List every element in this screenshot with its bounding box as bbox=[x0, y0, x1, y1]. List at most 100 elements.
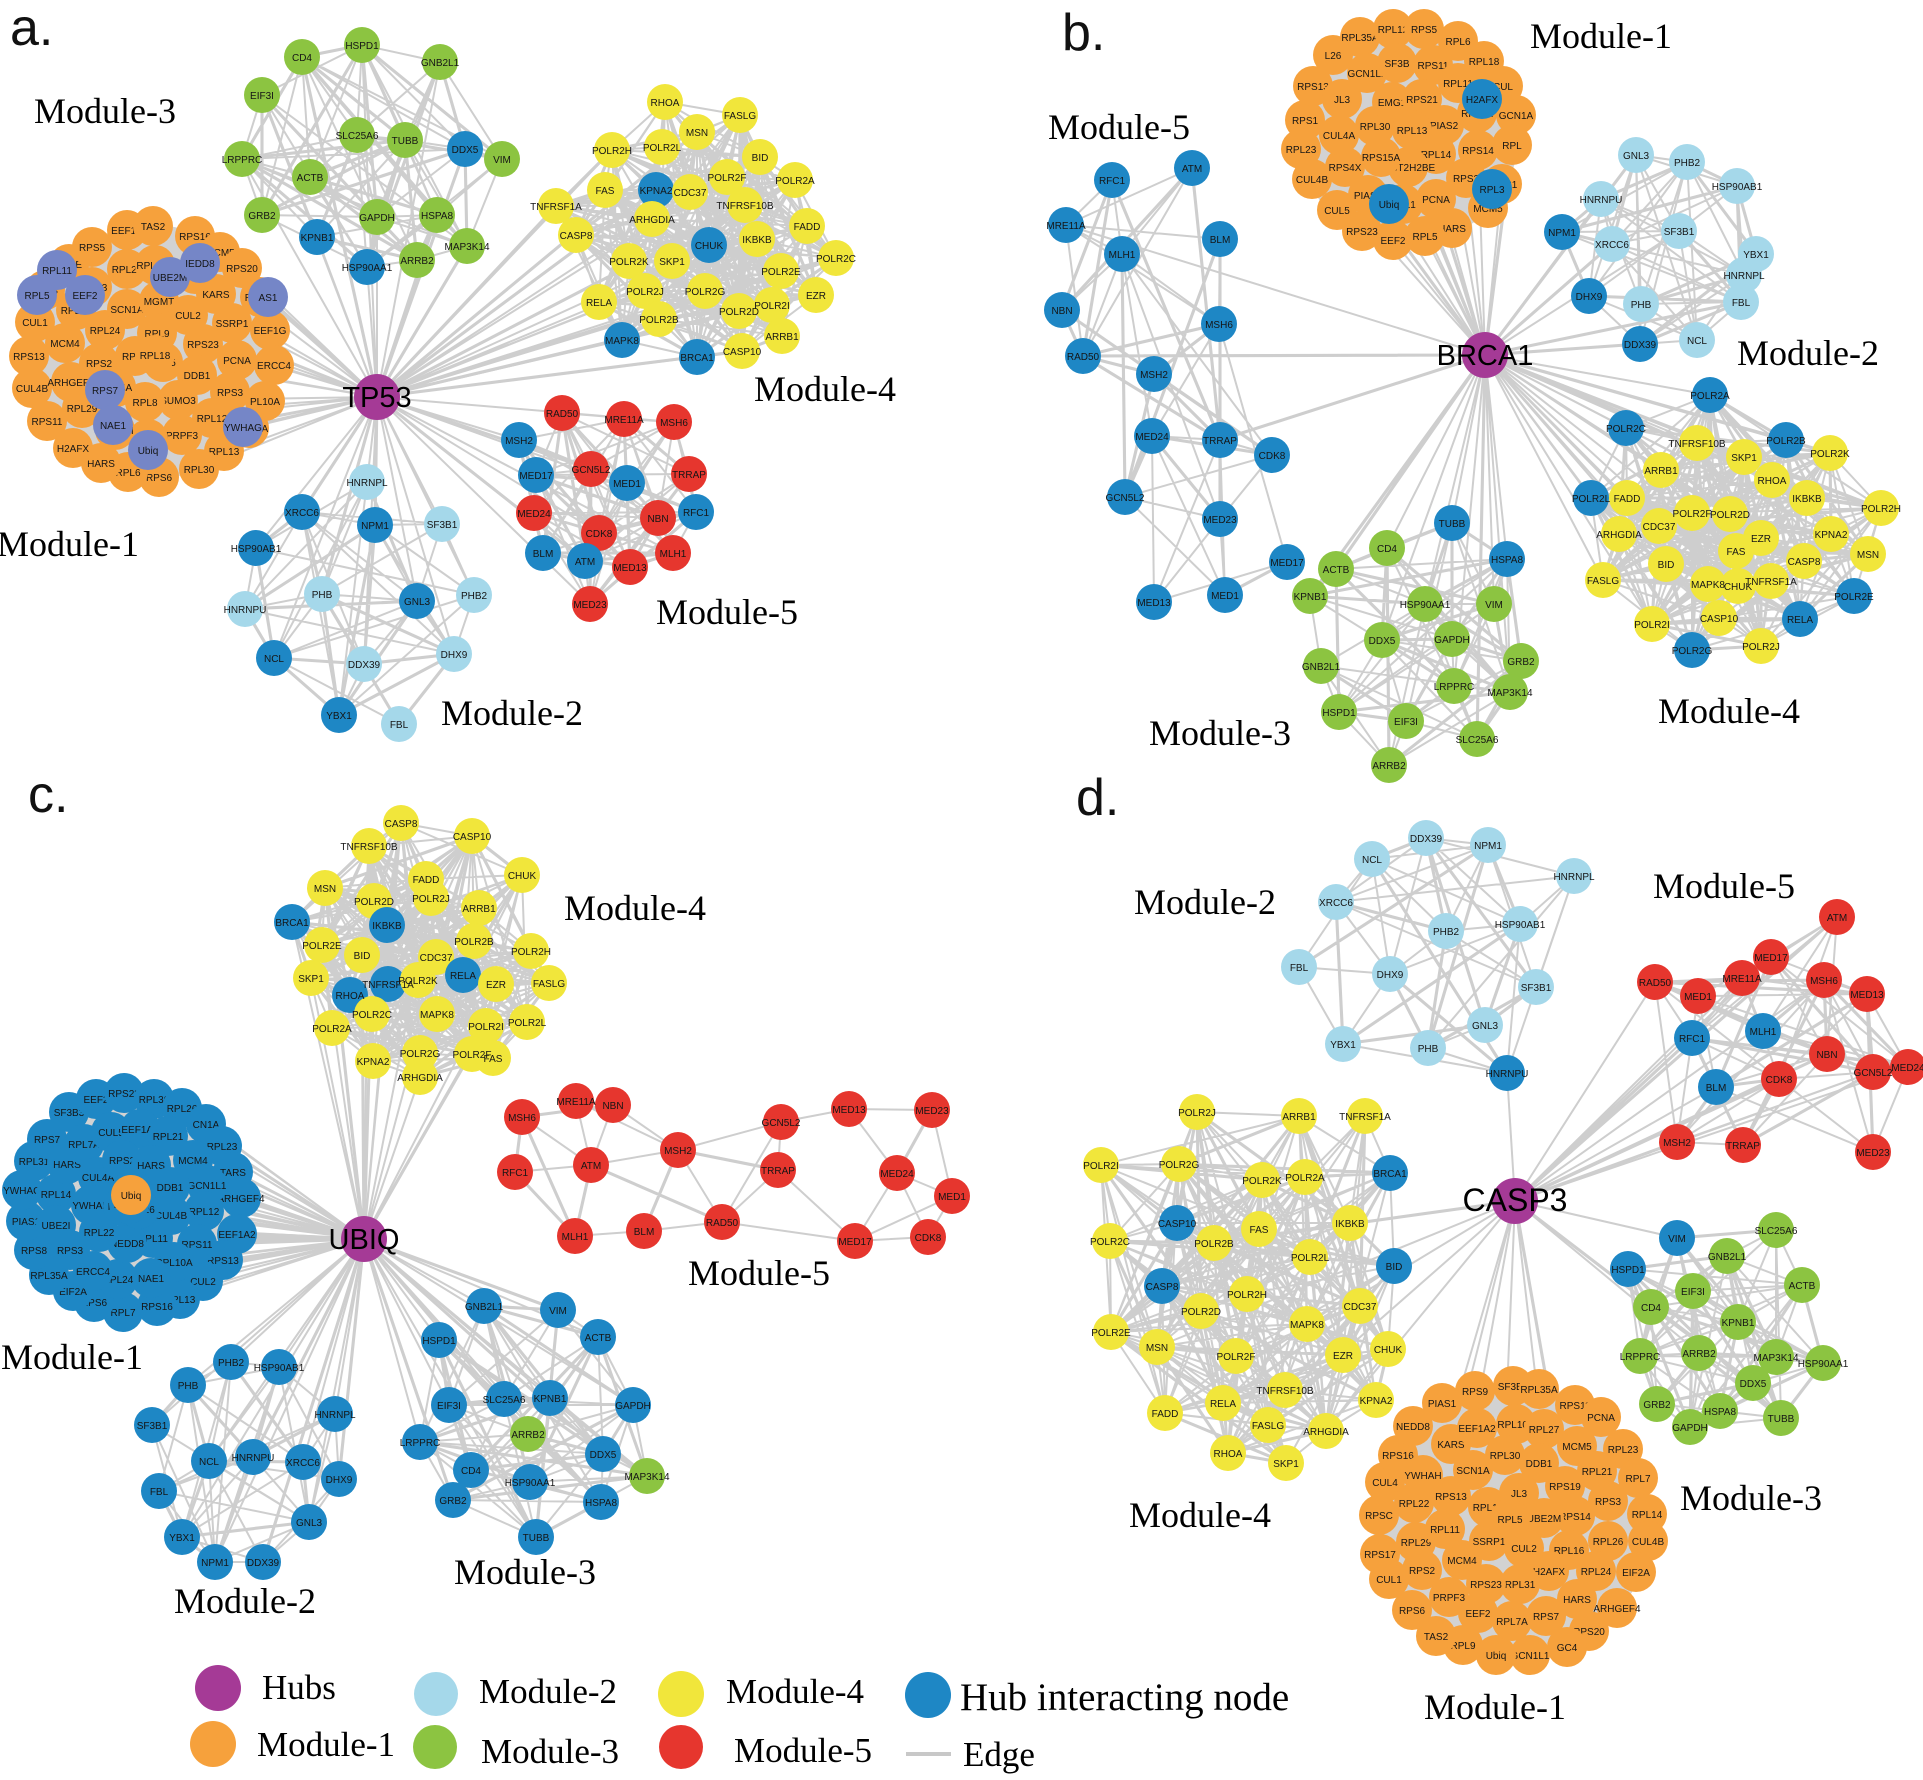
svg-text:HNRNPL: HNRNPL bbox=[346, 478, 388, 489]
svg-text:CUL4B: CUL4B bbox=[16, 384, 49, 395]
svg-text:YBX1: YBX1 bbox=[1743, 250, 1769, 261]
svg-text:NCL: NCL bbox=[1362, 855, 1382, 866]
svg-text:MRE11A: MRE11A bbox=[1046, 221, 1086, 232]
svg-text:Module-1: Module-1 bbox=[1530, 16, 1672, 56]
svg-text:NEDD8: NEDD8 bbox=[110, 1239, 144, 1250]
svg-text:POLR2I: POLR2I bbox=[468, 1022, 504, 1033]
svg-text:GCN5L2: GCN5L2 bbox=[572, 465, 611, 476]
svg-text:MAP3K14: MAP3K14 bbox=[444, 242, 489, 253]
svg-text:GNL3: GNL3 bbox=[404, 597, 431, 608]
svg-text:RPS15A: RPS15A bbox=[1362, 153, 1401, 164]
svg-text:RPL35A: RPL35A bbox=[1520, 1385, 1558, 1396]
svg-text:IKBKB: IKBKB bbox=[742, 235, 772, 246]
svg-text:POLR2H: POLR2H bbox=[592, 146, 632, 157]
svg-text:SF3B3: SF3B3 bbox=[54, 1108, 85, 1119]
svg-text:FAS: FAS bbox=[484, 1054, 503, 1065]
svg-text:YBX1: YBX1 bbox=[326, 711, 352, 722]
svg-text:TP53: TP53 bbox=[342, 382, 411, 414]
svg-text:IKBKB: IKBKB bbox=[1792, 494, 1822, 505]
svg-text:Module-5: Module-5 bbox=[1048, 107, 1190, 147]
svg-text:POLR2H: POLR2H bbox=[1227, 1290, 1267, 1301]
svg-text:NEDD8: NEDD8 bbox=[1396, 1422, 1430, 1433]
svg-text:SKP1: SKP1 bbox=[1273, 1459, 1299, 1470]
svg-text:ARHGDIA: ARHGDIA bbox=[1596, 530, 1642, 541]
svg-text:KPNA2: KPNA2 bbox=[640, 186, 673, 197]
svg-text:NBN: NBN bbox=[647, 514, 668, 525]
svg-text:POLR2C: POLR2C bbox=[1606, 424, 1646, 435]
svg-text:RPS2: RPS2 bbox=[1409, 1566, 1436, 1577]
svg-text:ARRB1: ARRB1 bbox=[462, 904, 496, 915]
svg-text:RELA: RELA bbox=[586, 298, 612, 309]
svg-text:DDB1: DDB1 bbox=[184, 371, 211, 382]
svg-text:DDX39: DDX39 bbox=[348, 660, 381, 671]
svg-text:RPS4X: RPS4X bbox=[1329, 163, 1362, 174]
svg-text:MED23: MED23 bbox=[1856, 1148, 1890, 1159]
svg-text:DDB1: DDB1 bbox=[1526, 1459, 1553, 1470]
svg-text:CUL1: CUL1 bbox=[1376, 1575, 1402, 1586]
svg-text:RHOA: RHOA bbox=[651, 98, 680, 109]
svg-text:Module-4: Module-4 bbox=[1129, 1495, 1271, 1535]
svg-text:RPS23: RPS23 bbox=[187, 340, 219, 351]
svg-text:TNFRSF10B: TNFRSF10B bbox=[340, 842, 398, 853]
svg-text:DDX39: DDX39 bbox=[1624, 340, 1657, 351]
svg-text:RPS2: RPS2 bbox=[86, 359, 113, 370]
svg-text:KPNB1: KPNB1 bbox=[534, 1394, 567, 1405]
svg-text:JL3: JL3 bbox=[1334, 95, 1351, 106]
svg-text:FBL: FBL bbox=[390, 720, 409, 731]
svg-text:Module-2: Module-2 bbox=[441, 693, 583, 733]
svg-text:KPNB1: KPNB1 bbox=[301, 233, 334, 244]
svg-text:RPS16: RPS16 bbox=[179, 232, 211, 243]
svg-text:Module-5: Module-5 bbox=[656, 592, 798, 632]
svg-text:TRRAP: TRRAP bbox=[1726, 1141, 1760, 1152]
svg-text:MGMT: MGMT bbox=[144, 297, 175, 308]
svg-text:POLR2G: POLR2G bbox=[400, 1049, 441, 1060]
svg-text:POLR2C: POLR2C bbox=[352, 1010, 392, 1021]
svg-text:Module-4: Module-4 bbox=[754, 369, 896, 409]
svg-text:YWHAG: YWHAG bbox=[224, 423, 262, 434]
svg-text:POLR2J: POLR2J bbox=[1742, 642, 1780, 653]
svg-text:UBIQ: UBIQ bbox=[329, 1224, 400, 1256]
svg-text:PRPF3: PRPF3 bbox=[166, 431, 199, 442]
svg-text:CD4: CD4 bbox=[461, 1466, 481, 1477]
svg-text:CUL2: CUL2 bbox=[1511, 1544, 1537, 1555]
svg-text:RPL24: RPL24 bbox=[103, 1275, 134, 1286]
svg-text:RPL8: RPL8 bbox=[132, 398, 157, 409]
svg-text:PHB2: PHB2 bbox=[461, 591, 488, 602]
svg-text:RPS16: RPS16 bbox=[1382, 1451, 1414, 1462]
svg-text:Edge: Edge bbox=[963, 1735, 1035, 1774]
svg-text:PIAS1: PIAS1 bbox=[1354, 191, 1383, 202]
svg-text:MCM4: MCM4 bbox=[1447, 1556, 1477, 1567]
svg-text:MED13: MED13 bbox=[1137, 598, 1171, 609]
svg-text:RPL29: RPL29 bbox=[1401, 1538, 1432, 1549]
svg-text:MAPK8: MAPK8 bbox=[1691, 580, 1725, 591]
svg-text:ARHGDIA: ARHGDIA bbox=[629, 215, 675, 226]
svg-text:POLR2C: POLR2C bbox=[1090, 1237, 1130, 1248]
svg-text:RPL11: RPL11 bbox=[138, 1234, 168, 1245]
svg-text:HSP90AB1: HSP90AB1 bbox=[1495, 920, 1546, 931]
svg-text:HNRNPU: HNRNPU bbox=[232, 1453, 275, 1464]
svg-text:RPL3: RPL3 bbox=[1479, 185, 1504, 196]
svg-text:Module-3: Module-3 bbox=[1149, 713, 1291, 753]
svg-text:Module-2: Module-2 bbox=[1737, 333, 1879, 373]
svg-text:RPS13: RPS13 bbox=[13, 352, 45, 363]
svg-text:RPS9: RPS9 bbox=[1462, 1387, 1489, 1398]
svg-text:HSPD1: HSPD1 bbox=[345, 41, 379, 52]
svg-text:RPS11: RPS11 bbox=[1418, 61, 1449, 72]
svg-text:CHUK: CHUK bbox=[508, 871, 537, 882]
svg-text:RPL23: RPL23 bbox=[112, 265, 143, 276]
svg-text:NBN: NBN bbox=[1816, 1050, 1837, 1061]
svg-text:POLR2E: POLR2E bbox=[302, 941, 342, 952]
svg-text:POLR2L: POLR2L bbox=[643, 143, 682, 154]
svg-text:PL10A: PL10A bbox=[250, 397, 280, 408]
svg-text:MSH2: MSH2 bbox=[664, 1146, 692, 1157]
svg-text:RFC1: RFC1 bbox=[502, 1168, 529, 1179]
svg-text:GCN1L1: GCN1L1 bbox=[1348, 69, 1387, 80]
svg-text:IKBKB: IKBKB bbox=[372, 921, 402, 932]
svg-text:SKP1: SKP1 bbox=[298, 974, 324, 985]
svg-text:MSN: MSN bbox=[314, 884, 336, 895]
svg-text:SSRP1: SSRP1 bbox=[1473, 1537, 1506, 1548]
svg-text:MLH1: MLH1 bbox=[1750, 1027, 1777, 1038]
svg-text:FAS: FAS bbox=[1250, 1225, 1269, 1236]
svg-text:DDX5: DDX5 bbox=[1740, 1379, 1767, 1390]
svg-text:LRPPRC: LRPPRC bbox=[222, 155, 263, 166]
